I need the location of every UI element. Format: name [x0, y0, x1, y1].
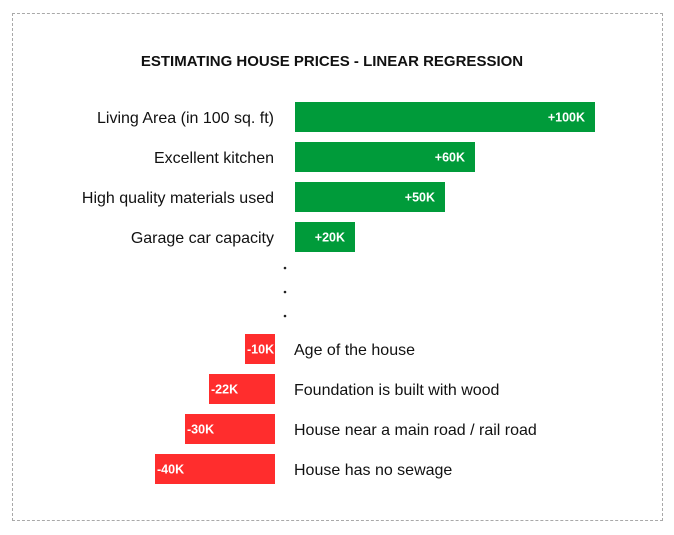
- bar-negative: [245, 334, 275, 364]
- bars-group: +100K Living Area (in 100 sq. ft) +60K Exce…: [82, 102, 595, 484]
- category-label: Living Area (in 100 sq. ft): [97, 110, 274, 127]
- category-label: Excellent kitchen: [154, 150, 274, 167]
- bar-value-label: -40K: [157, 463, 184, 477]
- chart-frame: [12, 13, 663, 521]
- bar-negative: [155, 454, 275, 484]
- bar-value-label: +20K: [315, 231, 345, 245]
- category-label: House has no sewage: [294, 462, 452, 479]
- category-label: Garage car capacity: [131, 230, 274, 247]
- category-label: Age of the house: [294, 342, 415, 359]
- gap-dot: [283, 266, 287, 270]
- category-label: Foundation is built with wood: [294, 382, 499, 399]
- bar-value-label: -30K: [187, 423, 214, 437]
- bar-value-label: +100K: [548, 111, 585, 125]
- bar-negative: [209, 374, 275, 404]
- category-label: High quality materials used: [82, 190, 274, 207]
- bar-value-label: -10K: [247, 343, 274, 357]
- bar-value-label: +60K: [435, 151, 465, 165]
- category-label: House near a main road / rail road: [294, 422, 537, 439]
- bar-positive: [295, 102, 595, 132]
- gap-dot: [283, 314, 287, 318]
- bar-positive: [295, 222, 355, 252]
- bar-value-label: -22K: [211, 383, 238, 397]
- bar-negative: [185, 414, 275, 444]
- bar-value-label: +50K: [405, 191, 435, 205]
- chart-title: ESTIMATING HOUSE PRICES - LINEAR REGRESS…: [141, 53, 523, 70]
- bar-positive: [295, 182, 445, 212]
- gap-dot: [283, 290, 287, 294]
- bar-positive: [295, 142, 475, 172]
